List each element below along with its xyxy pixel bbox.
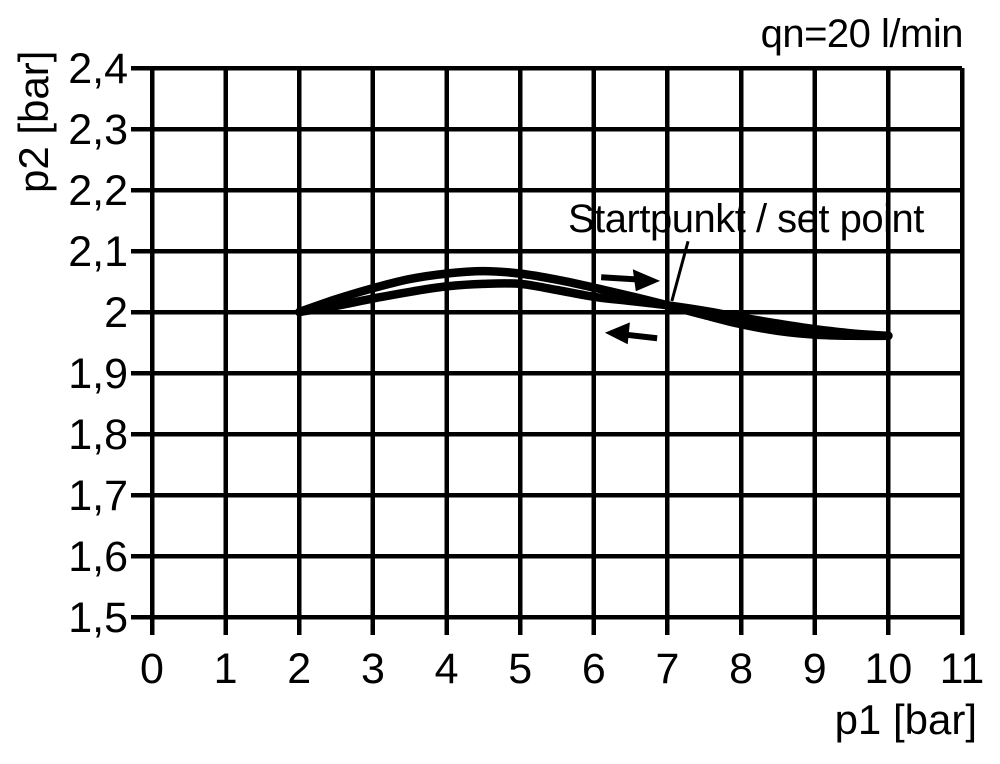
x-axis-label: p1 [bar] [835, 696, 977, 743]
return-direction-arrow-icon [604, 322, 658, 345]
x-tick-label: 11 [940, 645, 985, 693]
x-tick-label: 4 [435, 645, 459, 693]
tick-labels-layer: 0 1 2 3 4 5 6 7 8 9 10 11 2,4 2,3 2,2 2,1 2 1,9 1,8 1,7 1,6 1… [68, 45, 984, 693]
flow-rate-label: qn=20 l/min [761, 12, 963, 56]
x-tick-label: 8 [729, 645, 753, 693]
y-tick-label: 2,1 [68, 228, 128, 276]
x-tick-label: 1 [214, 645, 238, 693]
forward-direction-arrow-icon [601, 269, 661, 292]
x-tick-label: 3 [361, 645, 385, 693]
return-direction-arrow-head [604, 322, 630, 345]
y-tick-label: 1,5 [68, 594, 128, 642]
x-tick-label: 9 [803, 645, 827, 693]
y-tick-label: 2,3 [68, 106, 128, 154]
x-tick-label: 2 [287, 645, 311, 693]
grid-layer [131, 65, 965, 635]
x-tick-label: 6 [582, 645, 606, 693]
y-tick-label: 2,2 [68, 167, 128, 215]
y-tick-label: 1,6 [68, 533, 128, 581]
x-tick-label: 5 [508, 645, 532, 693]
y-tick-label: 1,8 [68, 411, 128, 459]
annotations-layer [601, 240, 690, 345]
x-tick-label: 7 [655, 645, 679, 693]
curve-return [295, 279, 893, 341]
set-point-label: Startpunkt / set point [568, 197, 924, 241]
y-tick-label: 1,7 [68, 472, 128, 520]
x-tick-label: 0 [140, 645, 164, 693]
y-tick-label: 2 [104, 289, 128, 337]
curves-layer [295, 266, 893, 341]
y-tick-label: 1,9 [68, 350, 128, 398]
set-point-leader-line [670, 240, 690, 302]
return-direction-arrow-shaft [624, 331, 658, 342]
x-tick-label: 10 [864, 645, 912, 693]
curve-forward [295, 266, 893, 341]
y-tick-label: 2,4 [68, 45, 128, 93]
forward-direction-arrow-head [632, 269, 661, 292]
y-axis-label: p2 [bar] [10, 51, 57, 193]
